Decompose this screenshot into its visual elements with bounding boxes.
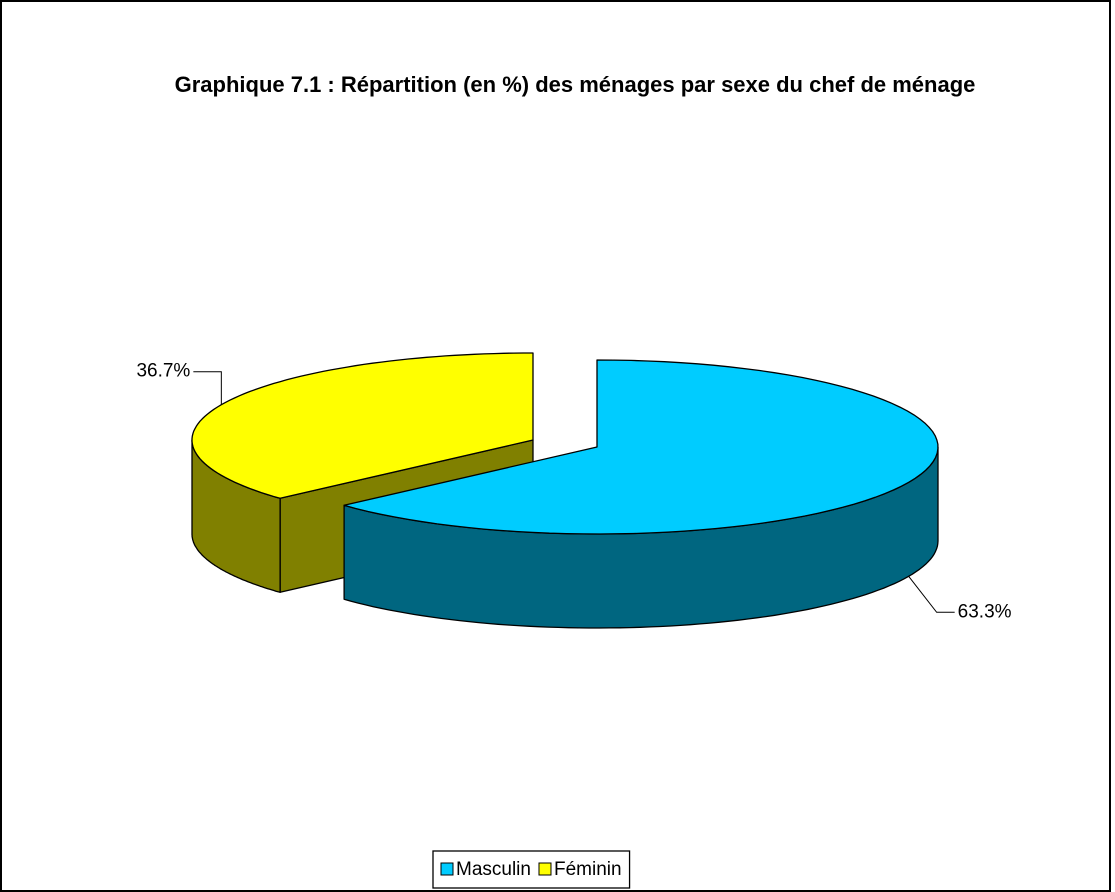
legend-swatch xyxy=(538,862,552,876)
data-label: 63.3% xyxy=(958,601,1012,622)
legend-label: Masculin xyxy=(456,859,531,880)
legend-label: Féminin xyxy=(554,859,622,880)
chart-title: Graphique 7.1 : Répartition (en %) des m… xyxy=(174,72,976,97)
leader-line xyxy=(193,371,222,405)
legend-swatch xyxy=(440,862,454,876)
legend-box xyxy=(432,850,631,889)
slice xyxy=(343,359,939,535)
data-label: 36.7% xyxy=(136,361,190,382)
slice xyxy=(191,352,534,499)
leader-line xyxy=(908,575,955,613)
